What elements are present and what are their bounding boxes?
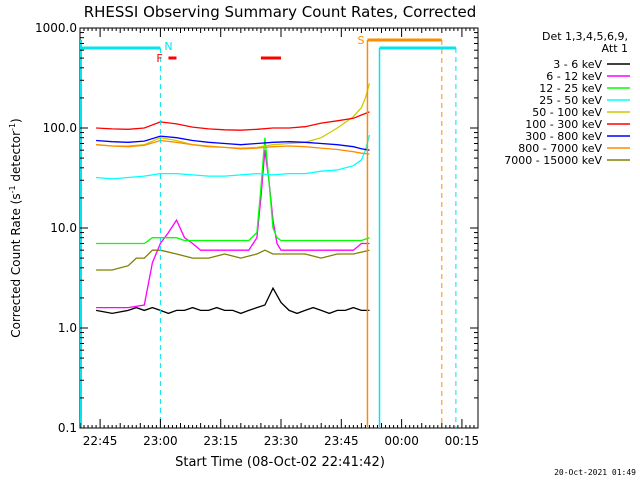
legend-subtitle: Att 1 — [602, 42, 628, 55]
legend-label: 7000 - 15000 keV — [504, 154, 602, 167]
x-axis-label: Start Time (08-Oct-02 22:41:42) — [175, 455, 385, 470]
legend-title: Det 1,3,4,5,6,9, — [542, 30, 628, 43]
footer-timestamp: 20-Oct-2021 01:49 — [554, 468, 636, 477]
y-tick-label: 10.0 — [50, 221, 77, 235]
x-tick-label: 22:45 — [83, 434, 118, 448]
y-tick-label: 1000.0 — [35, 21, 77, 35]
legend-label: 6 - 12 keV — [546, 70, 602, 83]
plot-frame — [79, 27, 479, 429]
series-line-0 — [95, 286, 370, 315]
legend-label: 100 - 300 keV — [525, 118, 602, 131]
x-tick-label: 23:30 — [264, 434, 299, 448]
series-line-1 — [96, 150, 370, 309]
y-axis-label: Corrected Count Rate (s-1 detector-1) — [8, 118, 23, 337]
x-tick-label: 23:15 — [203, 434, 238, 448]
plot-area: NFS 22:45 23:00 23:15 23:30 23:45 00:00 00:15 … — [35, 21, 479, 448]
x-axis-ticks: 22:45 23:00 23:15 23:30 23:45 00:00 00:15 — [79, 28, 480, 448]
marker-layer: NF S — [80, 34, 457, 428]
y-tick-label: 1.0 — [58, 321, 77, 335]
chart-title: RHESSI Observing Summary Count Rates, Co… — [84, 3, 477, 21]
series-line-4 — [96, 83, 371, 149]
night-marker-label: N — [164, 40, 172, 53]
y-axis-ticks: 1000.0 100.0 10.0 1.0 0.1 — [35, 21, 478, 435]
legend-label: 12 - 25 keV — [539, 82, 602, 95]
y-tick-label: 0.1 — [58, 421, 77, 435]
series-layer — [95, 83, 371, 315]
saa-marker-label: S — [357, 34, 364, 47]
series-line-2 — [96, 137, 370, 245]
legend-label: 300 - 800 keV — [525, 130, 602, 143]
series-line-5 — [96, 111, 370, 131]
x-tick-label: 00:00 — [384, 434, 419, 448]
flare-marker-label: F — [156, 52, 162, 65]
legend-label: 25 - 50 keV — [539, 94, 602, 107]
legend-label: 50 - 100 keV — [532, 106, 602, 119]
series-line-8 — [96, 249, 370, 271]
y-tick-label: 100.0 — [43, 121, 77, 135]
legend-label: 800 - 7000 keV — [518, 142, 602, 155]
series-line-7 — [96, 139, 370, 155]
x-tick-label: 23:00 — [143, 434, 178, 448]
legend-label: 3 - 6 keV — [553, 58, 602, 71]
x-tick-label: 00:15 — [445, 434, 480, 448]
x-tick-label: 23:45 — [324, 434, 359, 448]
series-line-3 — [96, 134, 371, 180]
series-line-6 — [96, 135, 370, 151]
